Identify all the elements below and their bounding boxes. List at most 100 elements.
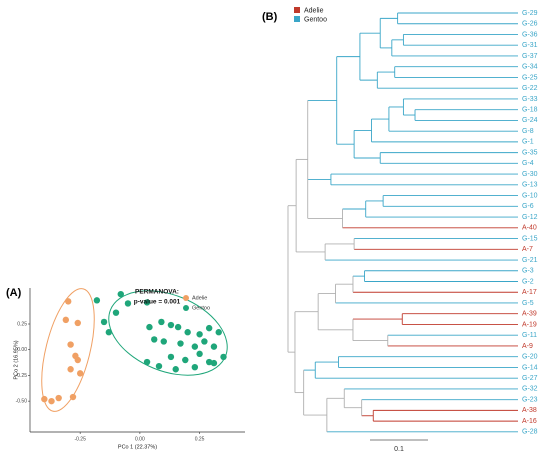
point [67, 341, 74, 348]
leaf-label: A-38 [522, 407, 537, 414]
point [74, 319, 81, 327]
x-axis-label: PCo 1 (22.37%) [118, 444, 157, 450]
point [151, 336, 158, 343]
point [182, 356, 189, 364]
point [117, 290, 124, 298]
legend-marker [183, 305, 189, 311]
point [69, 393, 77, 401]
leaf-label: G-23 [522, 396, 538, 403]
leaf-label: G-1 [522, 139, 534, 146]
leaf-label: G-25 [522, 74, 538, 81]
legend-marker [183, 295, 189, 301]
point [160, 338, 167, 345]
legend-swatch [294, 16, 300, 22]
leaf-label: G-22 [522, 85, 538, 92]
leaf-label: G-20 [522, 354, 538, 361]
leaf-label: G-5 [522, 300, 534, 307]
y-tick-label: -0.50 [16, 398, 28, 404]
point [76, 370, 84, 377]
point [155, 362, 163, 370]
point [48, 397, 55, 405]
point [146, 323, 153, 331]
leaf-label: G-37 [522, 53, 538, 60]
y-tick-label: 0.00 [17, 347, 27, 353]
point [167, 321, 175, 329]
point [220, 353, 227, 361]
leaf-label: A-17 [522, 289, 537, 296]
leaf-label: G-11 [522, 332, 537, 339]
leaf-label: A-16 [522, 418, 537, 425]
leaf-label: G-27 [522, 375, 538, 382]
point [55, 394, 62, 402]
point [184, 329, 191, 336]
point [105, 329, 113, 336]
point [177, 340, 184, 347]
leaf-label: G-33 [522, 96, 538, 103]
point [93, 297, 101, 304]
point [205, 358, 213, 366]
scale-label: 0.1 [394, 446, 404, 453]
panel-label: (A) [6, 287, 22, 299]
point [191, 343, 199, 350]
leaf-label: G-30 [522, 171, 538, 178]
leaf-label: A-7 [522, 246, 533, 253]
leaf-label: G-34 [522, 64, 538, 71]
legend-swatch [294, 7, 300, 13]
leaf-label: G-24 [522, 117, 538, 124]
leaf-label: G-26 [522, 21, 538, 28]
point [124, 300, 132, 307]
y-tick-label: -0.25 [16, 373, 28, 379]
point [210, 343, 218, 350]
point [65, 298, 72, 305]
point [205, 324, 213, 332]
x-tick-label: -0.25 [74, 436, 86, 442]
point [74, 356, 81, 364]
point [210, 359, 218, 367]
leaf-label: G-13 [522, 182, 538, 189]
leaf-label: G-35 [522, 149, 538, 156]
leaf-label: G-6 [522, 203, 534, 210]
y-axis-label: PCo 2 (16.95%) [13, 340, 19, 379]
leaf-label: G-21 [522, 257, 538, 264]
annotation: p-value = 0.001 [134, 299, 181, 306]
point [143, 358, 151, 366]
leaf-label: G-18 [522, 107, 538, 114]
leaf-label: A-19 [522, 321, 537, 328]
leaf-label: A-40 [522, 225, 537, 232]
legend-label: Adelie [304, 7, 324, 14]
point [191, 364, 199, 371]
leaf-label: G-12 [522, 214, 538, 221]
point [112, 309, 120, 316]
leaf-label: G-15 [522, 235, 538, 242]
leaf-label: G-2 [522, 278, 534, 285]
point [41, 395, 48, 403]
leaf-label: G-14 [522, 364, 538, 371]
point [167, 353, 175, 361]
y-tick-label: 0.25 [17, 321, 27, 327]
panel-label: (B) [262, 11, 278, 23]
leaf-label: G-10 [522, 192, 538, 199]
x-tick-label: 0.25 [195, 436, 205, 442]
leaf-label: G-31 [522, 42, 538, 49]
leaf-label: G-29 [522, 10, 538, 17]
point [196, 350, 203, 358]
leaf-label: A-39 [522, 311, 537, 318]
point [67, 366, 74, 373]
leaf-label: G-36 [522, 31, 538, 38]
point [158, 318, 165, 326]
leaf-label: G-8 [522, 128, 534, 135]
x-tick-label: 0.00 [135, 436, 145, 442]
annotation: PERMANOVA: [135, 289, 179, 296]
point [172, 366, 179, 373]
leaf-label: G-4 [522, 160, 534, 167]
point [196, 331, 203, 338]
confidence-ellipse [41, 288, 95, 412]
point [215, 329, 222, 336]
leaf-label: A-9 [522, 343, 533, 350]
legend-label: Adelie [192, 295, 207, 301]
legend-label: Gentoo [192, 305, 210, 311]
point [100, 318, 108, 326]
legend-label: Gentoo [304, 16, 327, 23]
leaf-label: G-28 [522, 429, 538, 436]
